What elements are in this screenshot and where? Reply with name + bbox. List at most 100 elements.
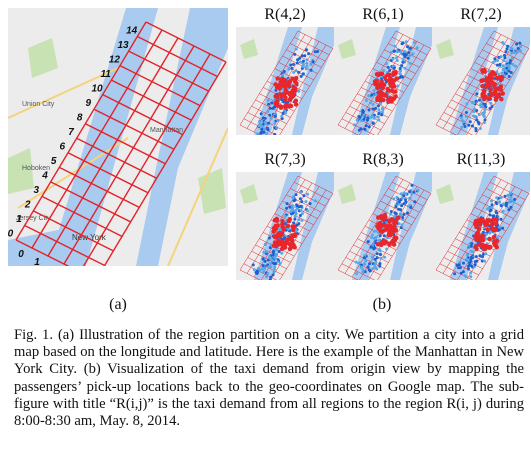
row-index-label: 14 xyxy=(126,25,138,36)
demand-point xyxy=(408,54,411,58)
high-demand-point xyxy=(492,72,498,77)
demand-point xyxy=(363,270,367,274)
demand-point xyxy=(354,260,358,264)
demand-point xyxy=(256,132,259,135)
grid-line xyxy=(50,181,131,223)
demand-point xyxy=(269,116,273,120)
map-label-manhattan: Manhattan xyxy=(150,127,183,134)
demand-point xyxy=(413,41,416,44)
row-index-label: 11 xyxy=(100,69,111,80)
demand-point xyxy=(306,192,309,196)
demand-point xyxy=(492,214,496,218)
demand-point xyxy=(267,121,271,125)
high-demand-point xyxy=(474,224,479,230)
grid-line xyxy=(239,175,299,271)
demand-point xyxy=(386,65,390,69)
demand-point xyxy=(384,62,388,66)
row-index-label: 5 xyxy=(51,156,57,167)
row-index-label: 2 xyxy=(24,200,31,211)
demand-point xyxy=(498,63,502,66)
demand-point xyxy=(504,69,508,73)
grid-line xyxy=(76,137,157,179)
demand-point xyxy=(459,116,463,120)
demand-point xyxy=(377,118,381,122)
demand-point xyxy=(275,126,279,130)
demand-point xyxy=(282,70,286,73)
high-demand-point xyxy=(480,217,485,222)
high-demand-point xyxy=(282,77,287,83)
demand-point xyxy=(370,236,374,240)
high-demand-point xyxy=(293,86,298,91)
grid-line xyxy=(239,30,299,126)
demand-point xyxy=(457,263,461,267)
park-area xyxy=(8,148,34,194)
demand-point xyxy=(462,261,465,265)
high-demand-point xyxy=(272,240,278,245)
demand-point xyxy=(506,44,510,48)
high-demand-point xyxy=(499,97,504,102)
demand-point xyxy=(506,193,510,197)
grid-line xyxy=(439,263,473,280)
demand-point xyxy=(294,212,298,216)
high-demand-point xyxy=(379,79,384,85)
demand-point xyxy=(363,127,367,131)
high-demand-point xyxy=(290,233,295,238)
grid-line xyxy=(478,200,514,219)
demand-point xyxy=(404,192,408,196)
demand-point xyxy=(416,188,420,192)
demand-point xyxy=(469,244,473,248)
demand-point xyxy=(378,264,382,268)
demand-point xyxy=(490,203,494,207)
demand-point xyxy=(367,125,371,129)
high-demand-point xyxy=(278,105,284,110)
demand-point xyxy=(305,48,308,52)
grid-line xyxy=(344,179,404,274)
grid-line xyxy=(377,48,432,135)
demand-point xyxy=(493,57,497,61)
high-demand-point xyxy=(488,78,493,83)
row-index-label: 9 xyxy=(86,98,92,109)
demand-point xyxy=(472,101,476,105)
demand-point xyxy=(395,56,398,60)
demand-map xyxy=(236,27,334,135)
demand-point xyxy=(475,92,479,96)
park-area xyxy=(338,39,356,59)
grid-line xyxy=(279,193,334,280)
demand-point xyxy=(474,255,478,259)
demand-point xyxy=(479,103,483,106)
grid-line xyxy=(442,34,502,129)
demand-point xyxy=(274,254,278,258)
demand-point xyxy=(292,62,295,66)
grid-line xyxy=(447,250,483,269)
demand-point xyxy=(295,203,299,207)
region-partition-map: Union City Manhattan New York Hoboken Je… xyxy=(8,8,228,266)
row-index-label: 4 xyxy=(41,171,48,182)
demand-point xyxy=(290,66,294,70)
demand-point xyxy=(271,273,275,277)
demand-point xyxy=(371,267,375,271)
grid-line xyxy=(388,188,424,207)
high-demand-point xyxy=(500,91,505,96)
demand-point xyxy=(363,262,367,266)
demand-point xyxy=(258,120,262,124)
demand-point xyxy=(374,107,378,110)
high-demand-point xyxy=(476,234,482,239)
high-demand-point xyxy=(500,75,505,80)
demand-point xyxy=(500,71,504,75)
demand-point xyxy=(505,202,508,206)
demand-point xyxy=(311,60,315,64)
demand-point xyxy=(494,201,498,205)
demand-point xyxy=(309,68,313,72)
demand-point xyxy=(457,266,460,270)
high-demand-point xyxy=(491,217,496,222)
grid-line xyxy=(137,35,218,78)
demand-point xyxy=(273,267,276,271)
demand-point xyxy=(465,102,469,106)
high-demand-point xyxy=(393,220,399,225)
road xyxy=(8,67,119,119)
demand-point xyxy=(512,200,516,204)
demand-point xyxy=(272,270,276,274)
demand-point xyxy=(483,110,486,114)
high-demand-point xyxy=(473,219,478,224)
